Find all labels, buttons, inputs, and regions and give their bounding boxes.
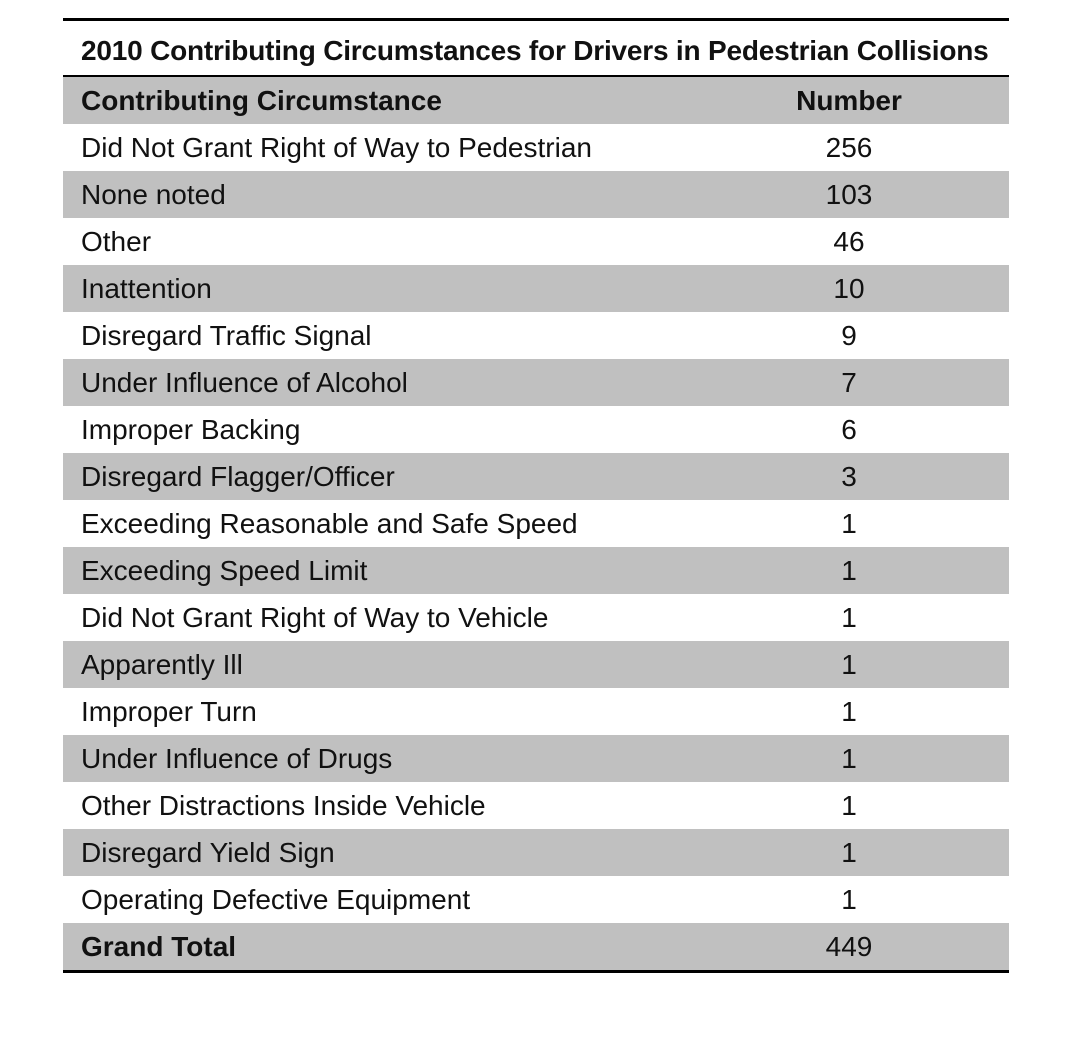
grand-total-label: Grand Total [81,930,237,962]
row-value: 1 [841,883,857,915]
row-value: 1 [841,836,857,868]
row-label: Exceeding Speed Limit [81,554,368,586]
row-value: 3 [841,460,857,492]
row-value: 1 [841,601,857,633]
header-rule [63,75,1009,77]
row-value: 46 [833,225,865,257]
row-label: Exceeding Reasonable and Safe Speed [81,507,578,539]
grand-total-value: 449 [825,930,873,962]
row-label: Inattention [81,272,212,304]
data-table: 2010 Contributing Circumstances for Driv… [63,18,1009,973]
row-value: 1 [841,789,857,821]
row-value: 7 [841,366,857,398]
row-value: 1 [841,695,857,727]
row-label: Under Influence of Alcohol [81,366,408,398]
table-row: Did Not Grant Right of Way to Vehicle 1 [63,594,1009,641]
grand-total-row: Grand Total 449 [63,923,1009,970]
row-label: Other [81,225,152,257]
bottom-rule [63,970,1009,973]
header-row: Contributing Circumstance Number [63,77,1009,124]
row-label: Apparently Ill [81,648,243,680]
table-row: Exceeding Speed Limit 1 [63,547,1009,594]
table-row: Improper Backing 6 [63,406,1009,453]
row-value: 1 [841,742,857,774]
row-value: 10 [833,272,865,304]
row-label: Improper Backing [81,413,301,445]
row-value: 1 [841,648,857,680]
row-label: None noted [81,178,226,210]
row-label: Improper Turn [81,695,257,727]
column-header-number: Number [796,84,902,116]
row-label: Under Influence of Drugs [81,742,393,774]
table-row: Under Influence of Drugs 1 [63,735,1009,782]
row-value: 9 [841,319,857,351]
table-row: Other Distractions Inside Vehicle 1 [63,782,1009,829]
row-label: Operating Defective Equipment [81,883,471,915]
table-row: Other 46 [63,218,1009,265]
table-body: Did Not Grant Right of Way to Pedestrian… [63,124,1009,923]
table-row: Apparently Ill 1 [63,641,1009,688]
row-label: Disregard Yield Sign [81,836,335,868]
row-label: Disregard Traffic Signal [81,319,372,351]
table-row: Under Influence of Alcohol 7 [63,359,1009,406]
table-row: Improper Turn 1 [63,688,1009,735]
row-value: 1 [841,507,857,539]
row-value: 1 [841,554,857,586]
table-row: Operating Defective Equipment 1 [63,876,1009,923]
table-row: Disregard Flagger/Officer 3 [63,453,1009,500]
table-row: Inattention 10 [63,265,1009,312]
row-value: 256 [825,131,873,163]
top-rule [63,18,1009,21]
row-label: Did Not Grant Right of Way to Pedestrian [81,131,592,163]
table-row: Disregard Traffic Signal 9 [63,312,1009,359]
table-row: Disregard Yield Sign 1 [63,829,1009,876]
row-value: 6 [841,413,857,445]
column-header-circumstance: Contributing Circumstance [81,84,442,116]
row-label: Disregard Flagger/Officer [81,460,395,492]
table-title: 2010 Contributing Circumstances for Driv… [81,35,989,66]
table-row: Exceeding Reasonable and Safe Speed 1 [63,500,1009,547]
row-label: Other Distractions Inside Vehicle [81,789,486,821]
table-row: None noted 103 [63,171,1009,218]
table-row: Did Not Grant Right of Way to Pedestrian… [63,124,1009,171]
row-label: Did Not Grant Right of Way to Vehicle [81,601,549,633]
row-value: 103 [825,178,873,210]
